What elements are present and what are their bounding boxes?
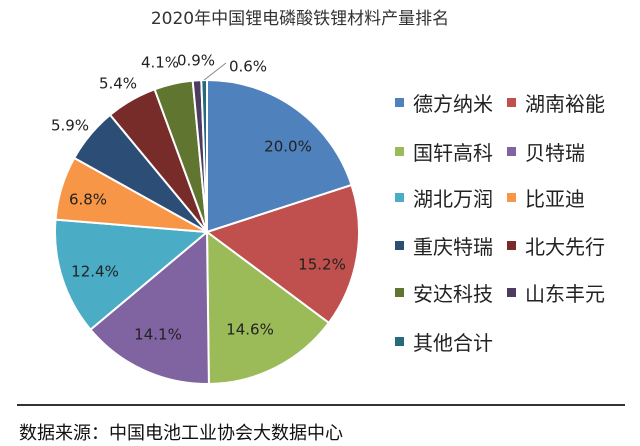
- pie-slice-4: [54, 218, 210, 332]
- legend-label: 贝特瑞: [525, 141, 585, 165]
- leader-line: [203, 62, 227, 81]
- legend-item: 湖南裕能: [507, 88, 605, 117]
- chart-title: 2020年中国锂电磷酸铁锂材料产量排名: [150, 9, 450, 29]
- data-label-1: 15.2%: [298, 256, 346, 274]
- legend-item: 比亚迪: [507, 183, 585, 212]
- legend-swatch: [395, 147, 404, 156]
- data-label-7: 5.4%: [99, 75, 137, 93]
- pie-slice-3: [89, 229, 210, 385]
- pie-slice-0: [206, 78, 353, 234]
- legend-item: 山东丰元: [507, 278, 605, 307]
- legend-item: 其他合计: [395, 327, 493, 356]
- data-label-10: 0.6%: [229, 58, 267, 76]
- legend-swatch: [507, 193, 516, 202]
- source-note: 数据来源：中国电池工业协会大数据中心: [19, 423, 343, 444]
- legend-label: 山东丰元: [525, 282, 605, 306]
- data-label-0: 20.0%: [264, 138, 312, 156]
- legend-label: 其他合计: [413, 331, 493, 355]
- data-label-5: 6.8%: [69, 191, 107, 209]
- legend-swatch: [507, 288, 516, 297]
- data-label-9: 0.9%: [177, 52, 215, 70]
- data-label-4: 12.4%: [71, 263, 119, 281]
- legend-label: 湖北万润: [413, 187, 493, 211]
- pie-slice-10: [200, 78, 208, 233]
- legend-swatch: [395, 337, 404, 346]
- pie-slice-1: [204, 183, 360, 325]
- legend-label: 重庆特瑞: [413, 235, 493, 259]
- legend-item: 湖北万润: [395, 183, 493, 212]
- legend-swatch: [395, 241, 404, 250]
- data-label-6: 5.9%: [51, 117, 89, 135]
- data-label-3: 14.1%: [134, 326, 182, 344]
- legend-item: 安达科技: [395, 278, 493, 307]
- legend-swatch: [395, 98, 404, 107]
- legend-item: 国轩高科: [395, 137, 493, 166]
- legend-swatch: [507, 147, 516, 156]
- legend-label: 德方纳米: [413, 92, 493, 116]
- data-label-8: 4.1%: [141, 54, 179, 72]
- divider: [17, 404, 625, 406]
- legend-label: 湖南裕能: [525, 92, 605, 116]
- legend-swatch: [507, 241, 516, 250]
- legend-swatch: [395, 193, 404, 202]
- legend-label: 国轩高科: [413, 141, 493, 165]
- legend-item: 重庆特瑞: [395, 231, 493, 260]
- pie-slice-2: [205, 229, 331, 386]
- legend-swatch: [507, 98, 516, 107]
- legend-item: 德方纳米: [395, 88, 493, 117]
- legend-item: 北大先行: [507, 231, 605, 260]
- legend-label: 比亚迪: [525, 187, 585, 211]
- legend-label: 北大先行: [525, 235, 605, 259]
- legend-item: 贝特瑞: [507, 137, 585, 166]
- data-label-2: 14.6%: [226, 321, 274, 339]
- legend-label: 安达科技: [413, 282, 493, 306]
- legend-swatch: [395, 288, 404, 297]
